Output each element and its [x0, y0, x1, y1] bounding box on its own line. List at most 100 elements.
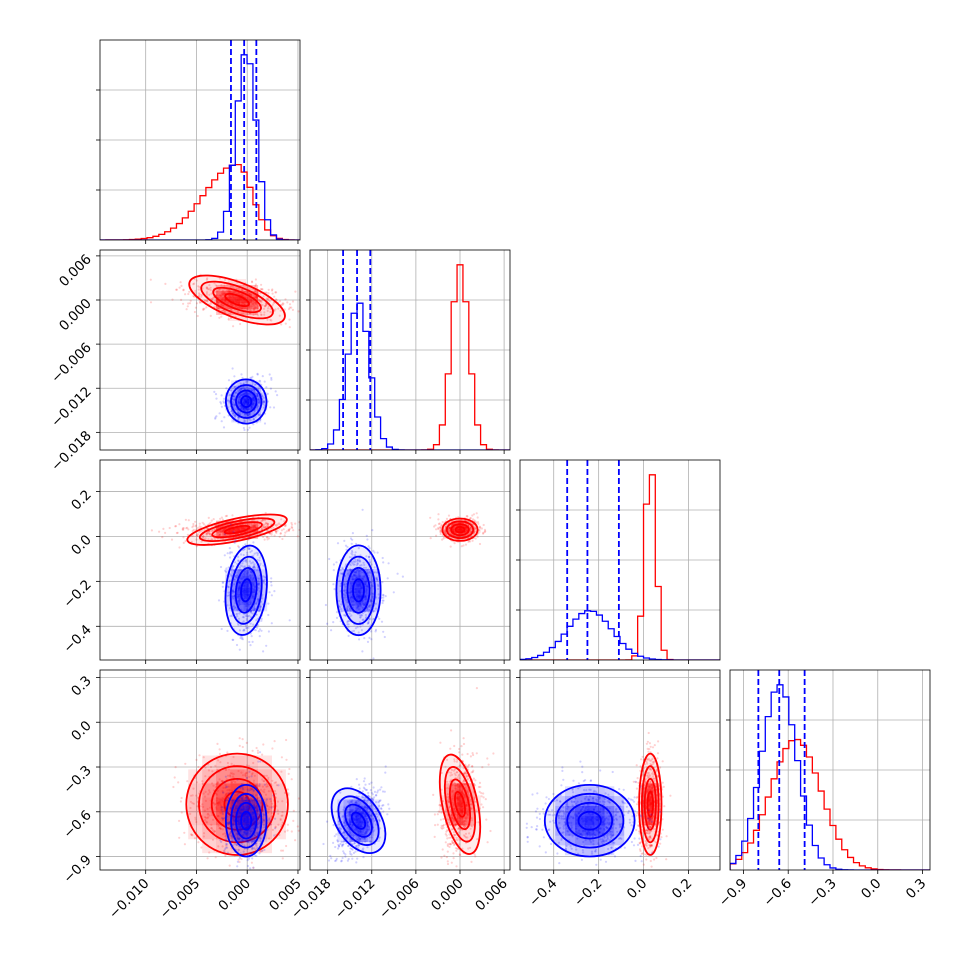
y-tick-label: −0.2: [60, 577, 94, 611]
contour-level-2: [445, 520, 475, 539]
density-cell: [355, 599, 362, 606]
density-cell: [594, 786, 605, 797]
contour-level-2: [230, 792, 263, 849]
contour-level-0: [240, 810, 253, 831]
density-cell: [231, 404, 238, 411]
density-cell: [225, 823, 232, 830]
density-cell: [373, 599, 380, 606]
density-cell: [225, 392, 232, 399]
density-cell: [355, 811, 362, 818]
density-cell: [261, 398, 268, 405]
density-cell: [594, 835, 605, 846]
histogram-series-1: [100, 54, 300, 240]
density-cell: [337, 811, 344, 818]
density-cell: [614, 835, 625, 846]
density-cell: [343, 599, 350, 606]
density-cell: [349, 805, 356, 812]
density-cell: [653, 789, 660, 796]
density-cell: [237, 605, 244, 612]
density-cell: [249, 811, 256, 818]
density-cell: [355, 587, 362, 594]
density-cell: [594, 825, 605, 836]
density-cell: [255, 581, 262, 588]
density-cell: [237, 404, 244, 411]
contour-level-2: [229, 555, 263, 625]
density-cell: [231, 811, 238, 818]
density-cell: [231, 575, 238, 582]
density-cell: [457, 801, 463, 808]
density-cell: [355, 805, 362, 812]
density-cell: [231, 593, 238, 600]
density-cell: [261, 587, 268, 594]
density-cell: [614, 796, 625, 806]
density-cell: [373, 575, 380, 582]
density-cell: [243, 829, 250, 836]
contour-level-1: [234, 566, 258, 614]
density-cell: [584, 796, 595, 806]
density-cell: [216, 839, 231, 854]
density-cell: [237, 811, 244, 818]
density-cell: [451, 795, 457, 802]
panel-2-1: [306, 459, 511, 664]
y-tick-label: 0.2: [68, 487, 95, 514]
histogram-series-0: [520, 474, 720, 660]
density-cell: [243, 416, 250, 423]
density-cell: [574, 845, 585, 856]
density-cell: [246, 526, 253, 533]
contour-level-2: [443, 766, 477, 843]
density-cell: [231, 823, 238, 830]
density-cell: [355, 605, 362, 612]
density-cell: [237, 835, 244, 842]
density-cell: [249, 569, 256, 576]
contour-level-1: [449, 778, 471, 831]
density-cell: [261, 593, 268, 600]
density-cell: [261, 392, 268, 399]
density-cell: [271, 811, 286, 826]
density-cell: [343, 605, 350, 612]
density-cell: [337, 823, 344, 830]
contour-level-1: [212, 286, 262, 314]
density-cell: [463, 807, 469, 814]
density-cell: [565, 845, 575, 856]
density-cell: [231, 817, 238, 824]
density-cell: [225, 605, 232, 612]
density-cell: [361, 575, 368, 582]
density-cell: [337, 805, 344, 812]
density-cell: [475, 807, 481, 814]
density-cell: [439, 807, 445, 814]
density-cell: [463, 526, 469, 533]
density-cell: [373, 823, 380, 830]
density-cell: [246, 303, 253, 309]
contour-level-2: [640, 765, 660, 844]
density-cell: [574, 825, 585, 836]
density-cell: [243, 386, 250, 393]
y-tick-label: −0.4: [60, 622, 94, 656]
panel-3-1: [306, 669, 511, 874]
density-cell: [463, 783, 469, 790]
density-cell: [367, 581, 374, 588]
density-cell: [457, 783, 463, 790]
density-cell: [361, 811, 368, 818]
density-cell: [261, 811, 268, 818]
panel-1-0: [96, 249, 301, 454]
contour-level-0: [454, 790, 466, 818]
density-cell: [228, 303, 235, 309]
density-cell: [252, 532, 259, 539]
density-cell: [228, 520, 235, 527]
contour-level-3: [186, 513, 288, 546]
density-cell: [457, 819, 463, 826]
density-cell: [469, 520, 475, 527]
density-cell: [445, 819, 451, 826]
panel-frame: [99, 669, 301, 871]
panels-layer: [96, 39, 931, 874]
density-cell: [555, 815, 566, 826]
density-cell: [614, 815, 625, 826]
x-tick-label: −0.2: [571, 876, 605, 910]
density-cell: [261, 829, 268, 836]
density-cell: [244, 755, 258, 770]
density-cell: [457, 807, 463, 814]
histogram-series-1: [520, 610, 720, 660]
density-cell: [216, 291, 223, 297]
density-cell: [222, 291, 229, 297]
